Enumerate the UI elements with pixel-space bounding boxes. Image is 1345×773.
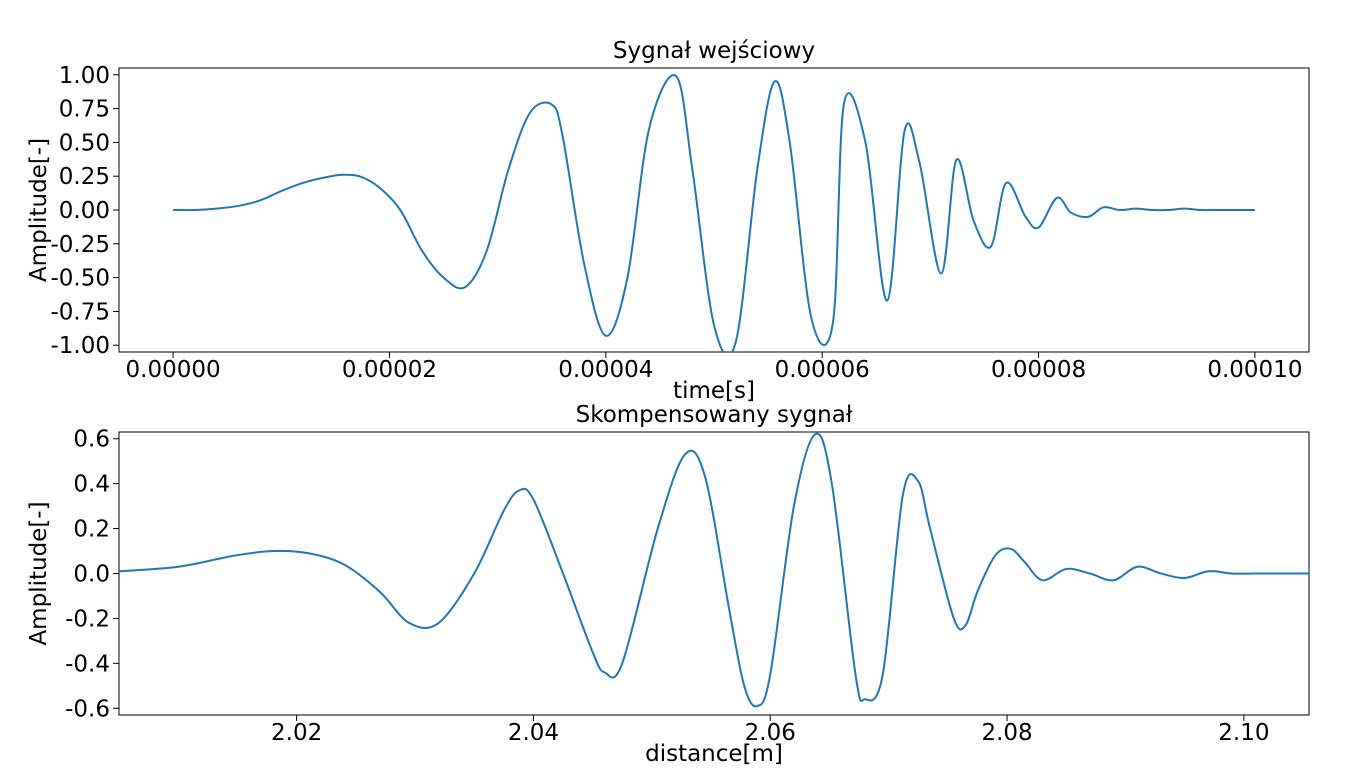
y-tick-label: 0.6 <box>73 427 110 453</box>
x-tick-label: 0.00000 <box>126 357 221 383</box>
y-axis-label: Amplitude[-] <box>26 501 52 645</box>
chart-title: Sygnał wejściowy <box>613 38 815 64</box>
y-tick-label: 0.0 <box>73 562 110 588</box>
y-tick-label: 0.00 <box>59 198 110 224</box>
y-tick-label: 0.25 <box>59 164 110 190</box>
x-tick-label: 0.00004 <box>558 357 653 383</box>
plot-frame <box>118 431 1310 716</box>
y-tick-label: -0.75 <box>50 299 110 325</box>
y-tick-label: 0.75 <box>59 97 110 123</box>
y-tick-label: -0.25 <box>50 232 110 258</box>
x-tick-label: 2.02 <box>271 720 322 746</box>
y-tick-label: -0.4 <box>65 651 110 677</box>
chart-top: Sygnał wejściowy 0.00000 0.00002 0.00004 0.0… <box>26 38 1310 404</box>
y-tick-label: -0.6 <box>65 696 110 722</box>
y-tick-label: 0.2 <box>73 517 110 543</box>
y-tick-label: 1.00 <box>59 63 110 89</box>
x-tick-label: 0.00010 <box>1207 357 1302 383</box>
y-tick-label: -0.50 <box>50 266 110 292</box>
x-tick-label: 2.10 <box>1218 720 1269 746</box>
x-tick-label: 2.08 <box>981 720 1032 746</box>
y-tick-label: -1.00 <box>50 333 110 359</box>
x-tick-label: 2.06 <box>745 720 796 746</box>
y-axis-label: Amplitude[-] <box>26 138 52 282</box>
chart-bottom: Skompensowany sygnał 2.02 2.04 2.06 2.08 2.10… <box>26 402 1310 767</box>
y-tick-label: 0.4 <box>73 472 110 498</box>
signal-line <box>173 74 1255 352</box>
y-tick-label: -0.2 <box>65 606 110 632</box>
x-tick-label: 2.04 <box>508 720 559 746</box>
y-tick-label: 0.50 <box>59 130 110 156</box>
x-tick-label: 0.00006 <box>775 357 870 383</box>
x-tick-label: 0.00002 <box>342 357 437 383</box>
x-axis-label: distance[m] <box>645 741 783 767</box>
chart-title: Skompensowany sygnał <box>576 402 853 428</box>
signal-line <box>119 432 1309 708</box>
x-axis-label: time[s] <box>673 378 755 404</box>
x-tick-label: 0.00008 <box>991 357 1086 383</box>
